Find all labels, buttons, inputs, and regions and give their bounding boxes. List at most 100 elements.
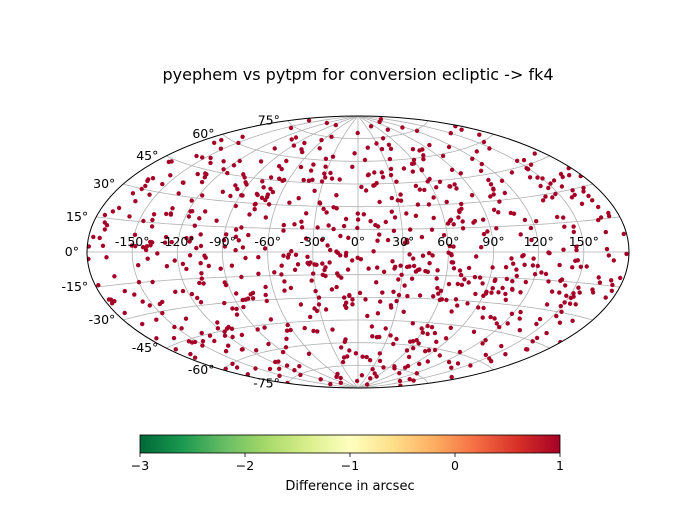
scatter-point [277, 373, 282, 378]
scatter-point [388, 172, 394, 178]
scatter-point [492, 316, 497, 321]
scatter-point [434, 276, 439, 281]
scatter-point [341, 223, 347, 229]
scatter-point [157, 301, 162, 307]
scatter-point [502, 190, 507, 196]
scatter-point [392, 266, 397, 271]
scatter-point [449, 253, 454, 258]
latitude-tick-label: 30° [93, 176, 115, 191]
scatter-point [132, 292, 137, 297]
latitude-tick-label: -15° [62, 279, 89, 294]
scatter-point [444, 297, 449, 303]
scatter-point [270, 189, 276, 195]
scatter-point [292, 222, 297, 227]
scatter-point [515, 158, 520, 163]
scatter-point [431, 195, 436, 200]
scatter-point [527, 175, 533, 180]
scatter-point [425, 323, 430, 329]
scatter-point [334, 249, 339, 254]
scatter-point [143, 247, 149, 253]
scatter-point [509, 256, 514, 261]
longitude-tick-label: 90° [482, 234, 504, 249]
scatter-point [355, 225, 360, 231]
scatter-point [401, 166, 407, 171]
scatter-point [407, 252, 412, 257]
scatter-point [518, 309, 523, 315]
scatter-point [327, 260, 332, 265]
scatter-point [329, 134, 334, 139]
scatter-point [462, 277, 467, 282]
scatter-point [449, 260, 454, 265]
scatter-point [186, 214, 192, 219]
scatter-point [233, 183, 238, 188]
scatter-point [420, 330, 425, 335]
scatter-point [444, 199, 449, 205]
scatter-point [335, 271, 340, 276]
scatter-point [133, 199, 138, 204]
scatter-point [302, 140, 307, 146]
scatter-point [286, 252, 291, 257]
scatter-point [571, 291, 576, 296]
scatter-point [146, 177, 151, 182]
scatter-point [255, 327, 260, 332]
scatter-point [417, 187, 422, 192]
scatter-point [438, 288, 444, 293]
scatter-point [354, 378, 360, 384]
scatter-point [192, 355, 198, 360]
scatter-point [319, 137, 324, 143]
longitude-tick-label: 0° [351, 234, 365, 249]
colorbar: −3 −2 −1 0 1 Difference in arcsec [131, 434, 564, 494]
scatter-point [488, 194, 493, 199]
scatter-point [162, 240, 168, 245]
scatter-point [404, 211, 409, 216]
scatter-point [224, 326, 230, 331]
scatter-point [379, 170, 384, 175]
scatter-point [604, 246, 610, 252]
scatter-point [406, 354, 412, 360]
scatter-point [405, 240, 410, 245]
scatter-point [518, 290, 523, 295]
scatter-point [416, 341, 421, 346]
scatter-point [97, 235, 102, 241]
scatter-point [102, 212, 108, 218]
scatter-point [206, 263, 211, 269]
scatter-point [292, 267, 298, 272]
scatter-point [288, 285, 294, 291]
scatter-point [239, 332, 245, 338]
scatter-point [312, 188, 317, 193]
scatter-point [333, 122, 338, 128]
scatter-point [524, 166, 529, 171]
scatter-point [263, 292, 268, 298]
grid-meridian [357, 116, 585, 388]
scatter-point [277, 176, 282, 181]
scatter-point [266, 341, 271, 347]
scatter-point [408, 227, 413, 232]
scatter-point [225, 170, 230, 176]
scatter-point [129, 243, 134, 248]
scatter-point [497, 324, 502, 330]
scatter-point [434, 185, 439, 190]
scatter-point [503, 352, 508, 357]
scatter-point [192, 339, 198, 345]
scatter-point [293, 252, 299, 257]
scatter-point [328, 170, 333, 176]
scatter-point [240, 245, 246, 250]
longitude-tick-label: -30° [299, 234, 326, 249]
scatter-point [334, 193, 339, 198]
scatter-point [429, 227, 435, 232]
scatter-point [449, 365, 454, 370]
scatter-point [172, 258, 177, 263]
scatter-point [218, 146, 224, 151]
scatter-point [603, 229, 608, 235]
scatter-point [260, 179, 265, 184]
latitude-tick-label: 45° [136, 148, 158, 163]
scatter-point [215, 326, 221, 331]
scatter-point [373, 222, 378, 228]
scatter-point [411, 157, 417, 163]
scatter-point [452, 182, 457, 187]
scatter-point [562, 224, 567, 229]
scatter-point [503, 297, 508, 302]
scatter-point [279, 263, 284, 268]
scatter-point [233, 234, 239, 239]
scatter-point [410, 321, 415, 326]
